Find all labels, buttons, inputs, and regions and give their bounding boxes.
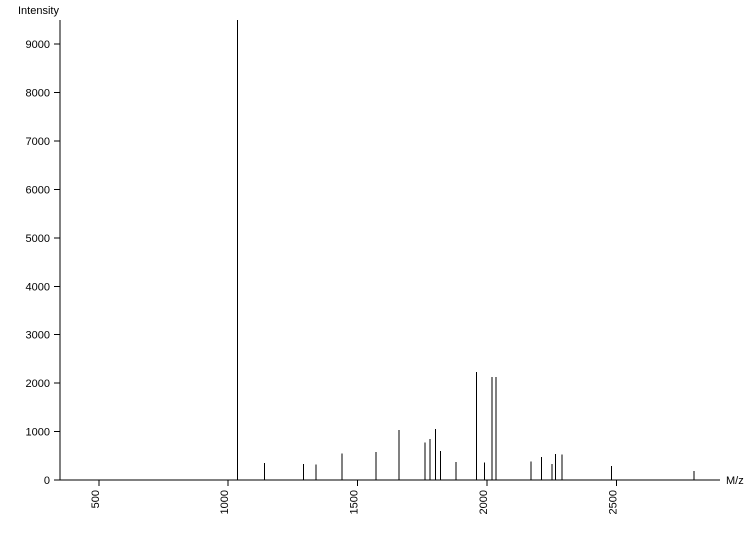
y-tick-label: 3000 [26, 330, 50, 342]
x-tick-label: 500 [90, 490, 102, 508]
y-tick-label: 0 [44, 475, 50, 487]
y-tick-label: 1000 [26, 427, 50, 439]
x-tick-label: 1000 [219, 490, 231, 514]
y-tick-label: 5000 [26, 233, 50, 245]
x-tick-label: 1500 [349, 490, 361, 514]
y-tick-label: 2000 [26, 378, 50, 390]
x-tick-label: 2000 [478, 490, 490, 514]
y-axis-label: Intensity [18, 5, 59, 17]
x-axis-label: M/z [726, 475, 744, 487]
y-tick-label: 4000 [26, 281, 50, 293]
y-tick-label: 8000 [26, 88, 50, 100]
y-tick-label: 9000 [26, 39, 50, 51]
y-tick-label: 6000 [26, 184, 50, 196]
x-tick-label: 2500 [607, 490, 619, 514]
spectrum-svg: 0 1000 2000 3000 4000 5000 6000 7000 8000 9000 500… [0, 0, 750, 540]
mass-spectrum-chart: 0 1000 2000 3000 4000 5000 6000 7000 8000 9000 500… [0, 0, 750, 540]
y-tick-label: 7000 [26, 136, 50, 148]
